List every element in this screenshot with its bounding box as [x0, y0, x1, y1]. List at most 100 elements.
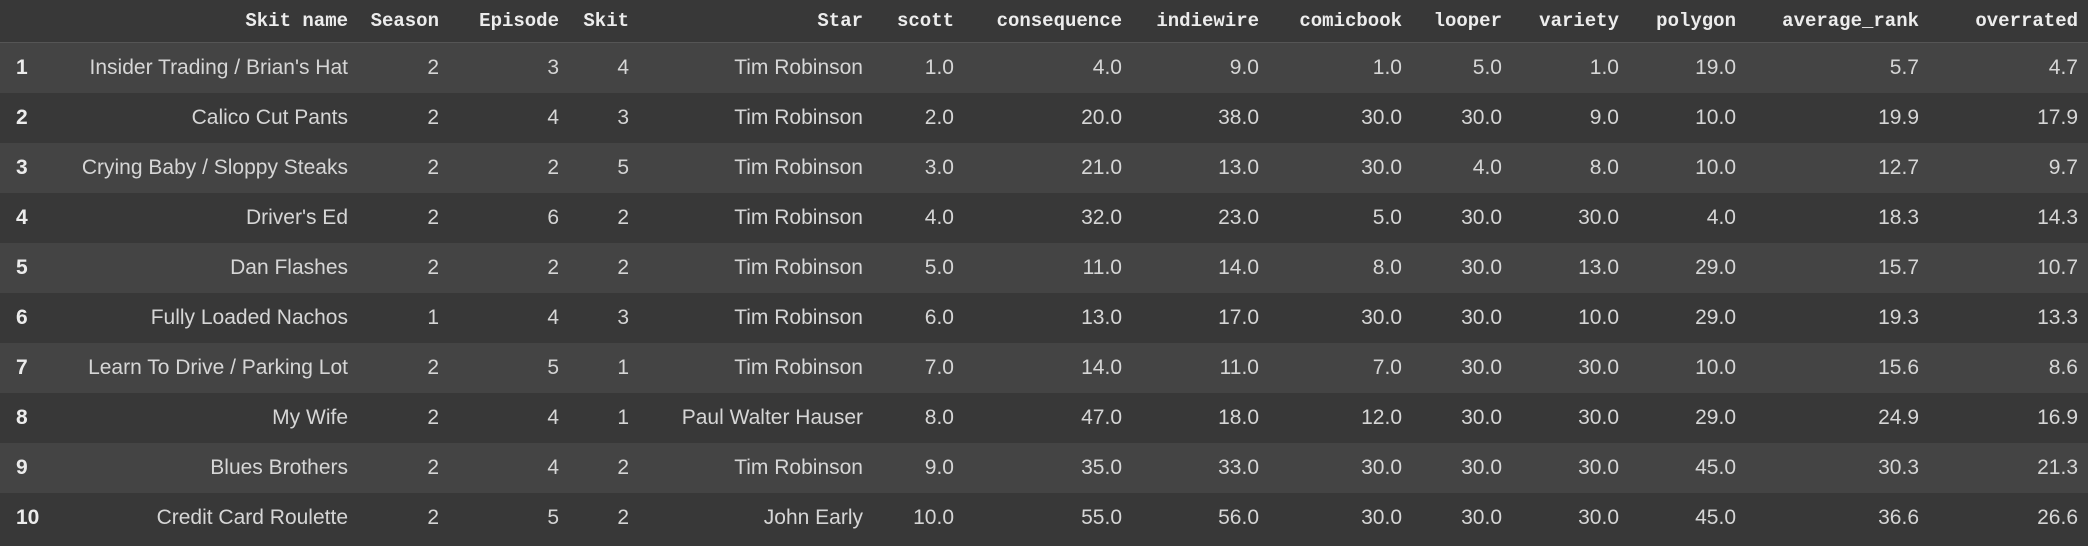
column-header: Episode: [449, 0, 569, 43]
table-cell: 12.7: [1878, 156, 1919, 179]
table-cell: 2: [617, 206, 629, 229]
header-row: Skit name Season Episode Skit Star scott conse…: [0, 0, 2088, 43]
table-cell: 8.0: [924, 406, 954, 429]
table-cell: 2: [427, 506, 439, 529]
table-row: 10 Credit Card Roulette 2 5 2 John Early 10.0 5…: [0, 493, 2088, 543]
table-cell: 4: [547, 306, 559, 329]
table-cell: 30.0: [1461, 306, 1502, 329]
table-cell: 4.0: [1092, 56, 1122, 79]
table-row: 6 Fully Loaded Nachos 1 4 3 Tim Robinson 6.0 13…: [0, 293, 2088, 343]
table-cell: 10.0: [913, 506, 954, 529]
table-cell: 30.0: [1461, 356, 1502, 379]
table-cell: 1.0: [1589, 56, 1619, 79]
column-header: polygon: [1629, 0, 1746, 43]
table-cell: 4: [617, 56, 629, 79]
table-cell: 17.0: [1218, 306, 1259, 329]
table-cell: 9.7: [2048, 156, 2078, 179]
table-cell: 30.0: [1578, 506, 1619, 529]
table-cell: 30.0: [1361, 306, 1402, 329]
table-cell: 19.3: [1878, 306, 1919, 329]
column-header: average_rank: [1746, 0, 1929, 43]
table-cell: 21.0: [1081, 156, 1122, 179]
table-cell: 10.0: [1578, 306, 1619, 329]
table-row: 4 Driver's Ed 2 6 2 Tim Robinson 4.0 32.0 23.0 5.…: [0, 193, 2088, 243]
table-cell: 3: [547, 56, 559, 79]
table-cell: 11.0: [1219, 356, 1259, 379]
table-cell: 3.0: [924, 156, 954, 179]
table-cell: 18.3: [1878, 206, 1919, 229]
table-cell: 13.0: [1218, 156, 1259, 179]
table-cell: 4.0: [1706, 206, 1736, 229]
row-index: 2: [16, 106, 28, 129]
table-cell: Tim Robinson: [734, 256, 863, 279]
table-cell: 30.0: [1578, 356, 1619, 379]
table-cell: 1.0: [1372, 56, 1402, 79]
table-cell: 4.0: [1472, 156, 1502, 179]
table-cell: 30.0: [1361, 456, 1402, 479]
column-header: overrated: [1929, 0, 2088, 43]
table-cell: 11.0: [1082, 256, 1122, 279]
table-cell: 13.0: [1578, 256, 1619, 279]
table-cell: 30.0: [1461, 506, 1502, 529]
index-header: [0, 0, 50, 43]
table-cell: 5: [547, 506, 559, 529]
column-header: Skit: [569, 0, 639, 43]
table-cell: 6: [547, 206, 559, 229]
column-header: Skit name: [50, 0, 358, 43]
table-cell: 2: [427, 156, 439, 179]
table-cell: 2: [617, 456, 629, 479]
table-cell: 13.0: [1081, 306, 1122, 329]
table-cell: 2: [617, 256, 629, 279]
row-index: 6: [16, 306, 28, 329]
table-cell: 5.0: [1472, 56, 1502, 79]
table-cell: 30.0: [1578, 456, 1619, 479]
column-header: variety: [1512, 0, 1629, 43]
table-cell: 10.7: [2037, 256, 2078, 279]
table-cell: 2: [547, 156, 559, 179]
table-cell: 15.7: [1878, 256, 1919, 279]
table-cell: 4.0: [924, 206, 954, 229]
row-index: 1: [16, 56, 28, 79]
table-cell: 19.9: [1878, 106, 1919, 129]
table-cell: 26.6: [2037, 506, 2078, 529]
table-cell: 7.0: [1372, 356, 1402, 379]
table-cell: Tim Robinson: [734, 356, 863, 379]
table-cell: 20.0: [1081, 106, 1122, 129]
table-cell: 1: [617, 406, 629, 429]
table-cell: Tim Robinson: [734, 56, 863, 79]
table-cell: Tim Robinson: [734, 456, 863, 479]
table-cell: 7.0: [924, 356, 954, 379]
table-cell: 5.0: [924, 256, 954, 279]
row-index: 3: [16, 156, 28, 179]
table-cell: 8.0: [1589, 156, 1619, 179]
row-index: 10: [16, 506, 40, 529]
column-header: Star: [639, 0, 873, 43]
table-cell: 1.0: [924, 56, 954, 79]
table-cell: 4: [547, 456, 559, 479]
table-cell: 2: [427, 206, 439, 229]
table-cell: 10.0: [1695, 156, 1736, 179]
table-cell: Crying Baby / Sloppy Steaks: [81, 156, 348, 179]
table-cell: 15.6: [1878, 356, 1919, 379]
row-index: 7: [16, 356, 28, 379]
table-cell: 2: [617, 506, 629, 529]
table-cell: 30.0: [1461, 406, 1502, 429]
table-cell: 30.0: [1361, 506, 1402, 529]
table-cell: 4: [547, 106, 559, 129]
table-cell: 30.3: [1878, 456, 1919, 479]
table-cell: 30.0: [1361, 156, 1402, 179]
row-index: 4: [16, 206, 28, 229]
table-cell: 29.0: [1695, 406, 1736, 429]
table-cell: Tim Robinson: [734, 156, 863, 179]
table-row: 7 Learn To Drive / Parking Lot 2 5 1 Tim Robi…: [0, 343, 2088, 393]
table-cell: 3: [617, 106, 629, 129]
table-cell: 4: [547, 406, 559, 429]
column-header: looper: [1412, 0, 1512, 43]
table-body: 1 Insider Trading / Brian's Hat 2 3 4 Tim Rob…: [0, 42, 2088, 543]
table-cell: Learn To Drive / Parking Lot: [88, 356, 348, 379]
table-cell: 29.0: [1695, 306, 1736, 329]
table-cell: 10.0: [1695, 106, 1736, 129]
table-cell: Driver's Ed: [245, 206, 348, 229]
table-cell: 45.0: [1695, 456, 1736, 479]
table-cell: 9.0: [1589, 106, 1619, 129]
